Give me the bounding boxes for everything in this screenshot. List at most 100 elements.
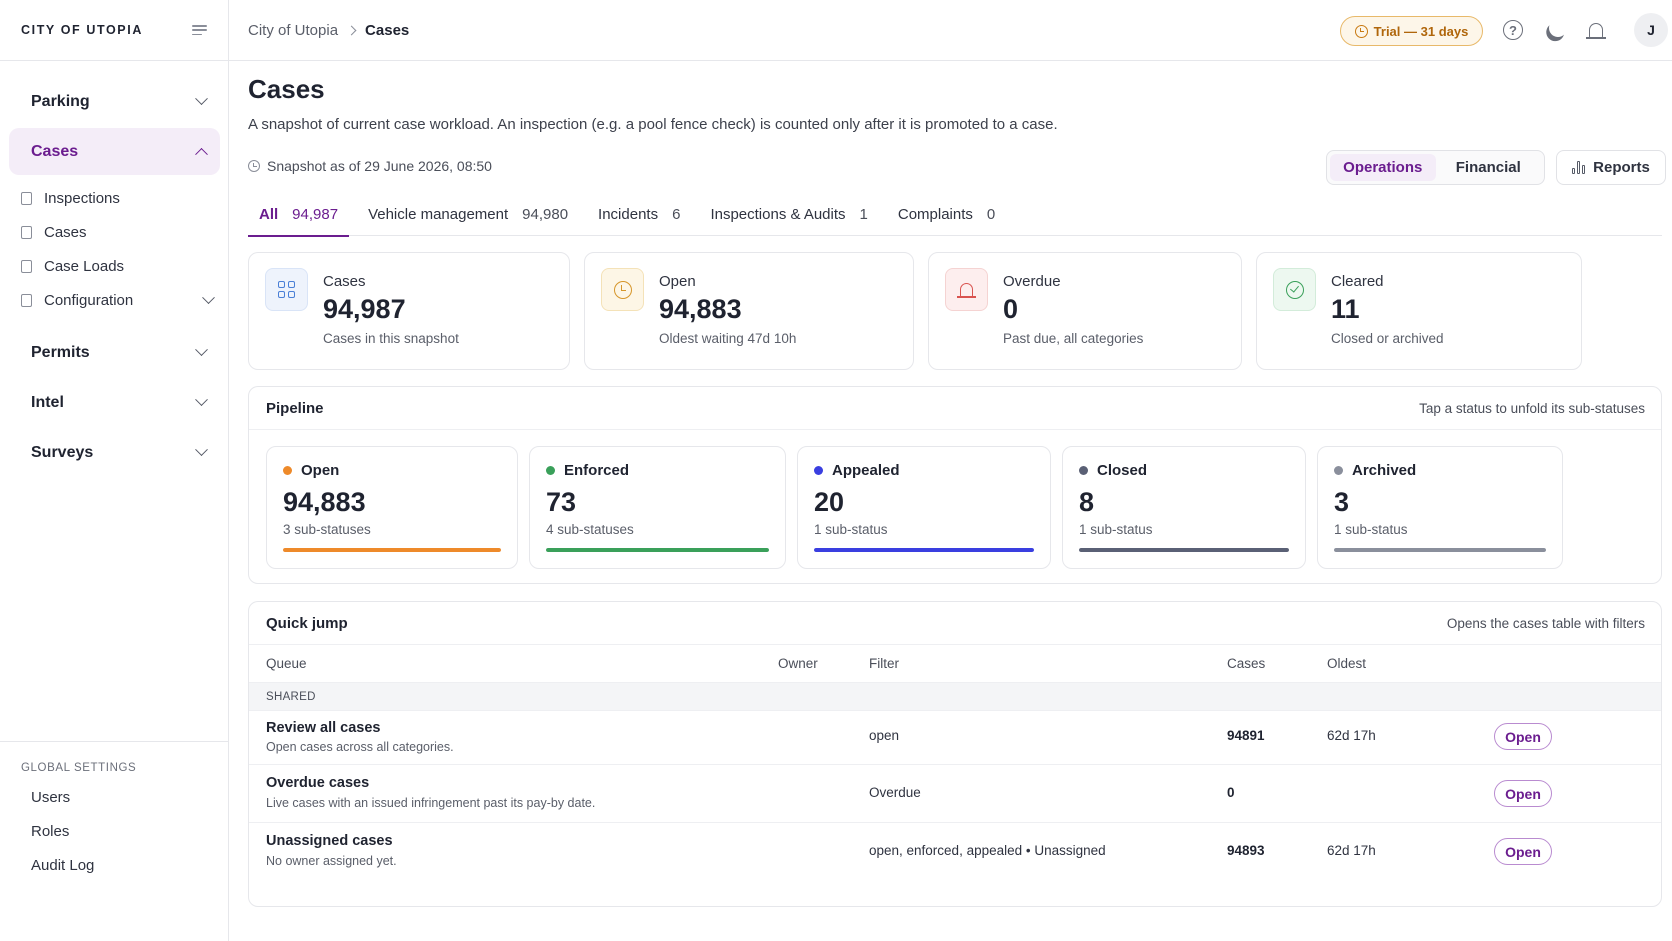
queue-title: Overdue cases	[266, 775, 370, 791]
global-settings-title: GLOBAL SETTINGS	[21, 762, 137, 774]
pipeline-stage-enforced[interactable]: Enforced 73 4 sub-statuses	[529, 446, 786, 569]
table-header: Queue Owner Filter Cases Oldest	[249, 645, 1661, 683]
tab-all[interactable]: All 94,987	[248, 192, 350, 237]
sidebar-item-users[interactable]: Users	[31, 788, 71, 806]
stage-progress-bar	[814, 548, 1034, 552]
breadcrumb-root[interactable]: City of Utopia	[248, 21, 339, 39]
trial-label: Trial — 31 days	[1373, 23, 1469, 39]
column-header-owner: Owner	[778, 656, 818, 671]
reports-label: Reports	[1593, 159, 1650, 176]
queue-description: No owner assigned yet.	[266, 854, 397, 868]
stage-label: Open	[301, 462, 340, 479]
brand-name: CITY OF UTOPIA	[21, 23, 143, 37]
table-row: Overdue cases Live cases with an issued …	[249, 765, 1661, 823]
tab-count: 0	[986, 205, 996, 223]
help-icon[interactable]: ?	[1502, 19, 1524, 41]
sidebar-group-label: Cases	[31, 142, 79, 160]
document-icon	[21, 191, 32, 205]
tab-count: 94,980	[522, 205, 569, 223]
pipeline-stage-archived[interactable]: Archived 3 1 sub-status	[1317, 446, 1563, 569]
pipeline-title: Pipeline	[266, 399, 324, 417]
sidebar-item-case-loads[interactable]: Case Loads	[21, 251, 216, 281]
avatar[interactable]: J	[1634, 13, 1668, 47]
page-description: A snapshot of current case workload. An …	[248, 116, 1058, 133]
quick-jump-title: Quick jump	[266, 614, 348, 632]
kpi-subtext: Cases in this snapshot	[323, 331, 459, 346]
sidebar-group-intel[interactable]: Intel	[9, 379, 220, 426]
sidebar-group-surveys[interactable]: Surveys	[9, 429, 220, 476]
sidebar-item-roles[interactable]: Roles	[31, 822, 70, 840]
folder-icon	[21, 225, 32, 239]
stage-substatus: 1 sub-status	[1334, 522, 1408, 537]
toggle-operations[interactable]: Operations	[1330, 154, 1436, 181]
sidebar-group-label: Intel	[31, 393, 64, 411]
queue-cases: 0	[1227, 785, 1235, 800]
quick-jump-panel: Quick jump Opens the cases table with fi…	[248, 601, 1662, 907]
chevron-right-icon	[346, 25, 357, 35]
open-queue-button[interactable]: Open	[1494, 780, 1552, 807]
stage-progress-fill	[546, 548, 769, 552]
brand-header: CITY OF UTOPIA	[0, 0, 228, 61]
kpi-value: 0	[1003, 294, 1019, 324]
sidebar-item-inspections[interactable]: Inspections	[21, 183, 216, 213]
tab-label: Vehicle management	[368, 205, 509, 223]
kpi-card-cases: Cases 94,987 Cases in this snapshot	[248, 252, 570, 370]
folder-icon	[21, 259, 32, 273]
queue-cases: 94891	[1227, 728, 1265, 743]
page-title: Cases	[248, 74, 325, 104]
breadcrumb-current: Cases	[365, 21, 410, 39]
sidebar-group-parking[interactable]: Parking	[9, 78, 220, 125]
snapshot-info: Snapshot as of 29 June 2026, 08:50	[248, 158, 492, 174]
kpi-value: 94,987	[323, 294, 406, 324]
reports-button[interactable]: Reports	[1556, 150, 1666, 185]
stage-substatus: 4 sub-statuses	[546, 522, 634, 537]
tab-count: 1	[859, 205, 868, 223]
kpi-value: 11	[1331, 294, 1360, 324]
pipeline-stage-open[interactable]: Open 94,883 3 sub-statuses	[266, 446, 518, 569]
tab-vehicle-management[interactable]: Vehicle management 94,980	[357, 192, 579, 236]
sidebar-group-cases[interactable]: Cases	[9, 128, 220, 175]
kpi-subtext: Oldest waiting 47d 10h	[659, 331, 797, 346]
trial-badge[interactable]: Trial — 31 days	[1340, 16, 1483, 46]
stage-substatus: 1 sub-status	[814, 522, 888, 537]
chevron-down-icon	[195, 443, 208, 457]
stage-progress-fill	[1079, 548, 1289, 552]
stage-substatus: 3 sub-statuses	[283, 522, 371, 537]
pipeline-stage-closed[interactable]: Closed 8 1 sub-status	[1062, 446, 1306, 569]
bar-chart-icon	[1572, 161, 1586, 174]
tab-complaints[interactable]: Complaints 0	[887, 192, 1006, 236]
column-header-filter: Filter	[869, 656, 899, 671]
collapse-menu-icon[interactable]	[192, 23, 208, 37]
queue-oldest: 62d 17h	[1327, 843, 1376, 858]
sidebar-item-audit-log[interactable]: Audit Log	[31, 856, 95, 874]
toggle-financial[interactable]: Financial	[1455, 159, 1521, 176]
grid-icon	[265, 268, 308, 311]
open-queue-button[interactable]: Open	[1494, 723, 1552, 750]
tab-inspections-audits[interactable]: Inspections & Audits 1	[699, 192, 878, 236]
sidebar-group-permits[interactable]: Permits	[9, 329, 220, 376]
stage-count: 8	[1079, 487, 1095, 517]
queue-oldest: 62d 17h	[1327, 728, 1376, 743]
sidebar-group-label: Parking	[31, 92, 90, 110]
sidebar-item-configuration[interactable]: Configuration	[21, 285, 216, 315]
stage-name: Archived	[1334, 462, 1416, 479]
queue-description: Live cases with an issued infringement p…	[266, 796, 596, 810]
kpi-card-overdue: Overdue 0 Past due, all categories	[928, 252, 1242, 370]
chevron-down-icon	[195, 343, 208, 357]
status-dot	[283, 466, 292, 475]
stage-name: Appealed	[814, 462, 900, 479]
sidebar-item-label: Case Loads	[44, 257, 125, 275]
moon-icon[interactable]	[1543, 19, 1565, 41]
tab-incidents[interactable]: Incidents 6	[587, 192, 691, 236]
pipeline-stage-appealed[interactable]: Appealed 20 1 sub-status	[797, 446, 1051, 569]
status-dot	[814, 466, 823, 475]
bell-icon[interactable]	[1585, 19, 1607, 41]
view-toggle: Operations Financial	[1326, 150, 1545, 185]
config-icon	[21, 293, 32, 307]
sidebar-item-cases[interactable]: Cases	[21, 217, 216, 247]
open-queue-button[interactable]: Open	[1494, 838, 1552, 865]
kpi-value: 94,883	[659, 294, 742, 324]
column-header-oldest: Oldest	[1327, 656, 1367, 671]
kpi-card-cleared: Cleared 11 Closed or archived	[1256, 252, 1582, 370]
kpi-subtext: Closed or archived	[1331, 331, 1444, 346]
